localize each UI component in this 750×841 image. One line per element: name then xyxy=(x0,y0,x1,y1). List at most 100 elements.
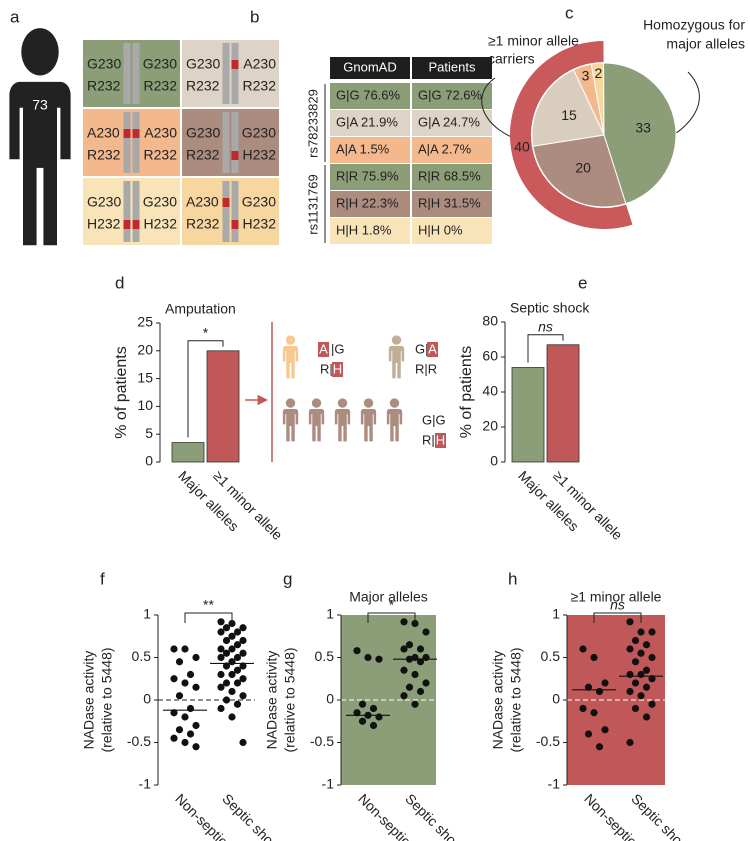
data-point xyxy=(217,704,225,713)
table-cell xyxy=(412,164,492,190)
data-point xyxy=(579,704,587,713)
data-point xyxy=(239,738,247,747)
data-point xyxy=(222,696,231,704)
data-point xyxy=(595,743,604,751)
annotation: major alleles xyxy=(666,36,745,52)
y-axis-label: (relative to 5448) xyxy=(508,647,524,752)
y-tick-label: 1 xyxy=(326,606,334,622)
table-cell xyxy=(412,137,492,163)
table-text: A|A 1.5% xyxy=(336,141,390,156)
panel-label: a xyxy=(10,7,20,26)
y-axis-label: NADase activity xyxy=(264,651,280,750)
pie-slice xyxy=(531,69,605,147)
data-point xyxy=(353,709,361,717)
bar xyxy=(206,350,240,463)
data-point xyxy=(239,692,247,700)
data-point xyxy=(590,709,598,717)
table-cell xyxy=(330,191,410,217)
ring-label: 40 xyxy=(514,139,530,155)
body-silhouette xyxy=(9,28,71,246)
allele-mark xyxy=(123,220,131,229)
data-point xyxy=(400,645,408,653)
header-cell xyxy=(330,57,410,79)
y-tick-label: 5 xyxy=(145,425,153,441)
table-text: G|A 24.7% xyxy=(418,114,480,129)
allele: A xyxy=(319,341,328,356)
chromosome xyxy=(132,181,140,242)
y-axis-label: NADase activity xyxy=(490,651,506,750)
y-axis-label: NADase activity xyxy=(81,651,97,750)
data-point xyxy=(222,662,231,670)
allele-label: A230 xyxy=(87,125,120,141)
data-point xyxy=(422,679,430,687)
table-cell xyxy=(412,218,492,244)
allele-label: R232 xyxy=(186,78,220,94)
data-point xyxy=(175,692,184,700)
data-point xyxy=(170,709,178,717)
allele-label: G230 xyxy=(242,194,276,210)
data-point xyxy=(626,670,634,679)
data-point xyxy=(170,734,178,742)
panel-label: e xyxy=(578,273,587,292)
table-text: G|A 21.9% xyxy=(336,114,398,129)
data-point xyxy=(369,721,378,730)
data-point xyxy=(642,641,651,649)
y-tick-label: 15 xyxy=(137,369,153,385)
data-point xyxy=(375,655,383,663)
data-point xyxy=(637,628,645,636)
y-tick-label: 40 xyxy=(482,383,498,399)
table-cell xyxy=(330,110,410,136)
significance-bracket xyxy=(593,612,642,623)
genotype-grid: G230 G230 R232 R232 G230 A230 R232 R232 A230 A230… xyxy=(83,40,279,245)
table-text: H|H 1.8% xyxy=(336,222,392,237)
data-point xyxy=(186,704,195,713)
slice-label: 15 xyxy=(561,107,577,123)
data-point xyxy=(416,658,425,666)
table-cell xyxy=(330,218,410,244)
x-tick-label: Septic shock xyxy=(402,790,470,841)
bar xyxy=(511,367,545,463)
panel-label: f xyxy=(100,569,105,588)
genotype-table: GnomAD Patients rs78233829 G|G 76.6% G|G 72.… xyxy=(305,57,492,244)
table-text: H|H 0% xyxy=(418,222,463,237)
data-point xyxy=(181,738,189,747)
data-point xyxy=(601,726,609,734)
significance: ns xyxy=(538,318,553,334)
genotype-cell xyxy=(182,178,279,245)
data-point xyxy=(239,636,247,645)
allele: H xyxy=(436,432,445,447)
data-point xyxy=(228,619,236,628)
patient-count: 73 xyxy=(32,97,48,113)
data-point xyxy=(222,649,231,657)
allele-label: G230 xyxy=(143,56,177,72)
slice-label: 33 xyxy=(635,120,651,136)
chart-title: Amputation xyxy=(165,301,236,317)
y-tick-label: 10 xyxy=(137,397,153,413)
allele-mark xyxy=(132,220,140,229)
x-tick-label: Septic shock xyxy=(628,790,696,841)
chromosome xyxy=(222,112,230,173)
data-point xyxy=(181,645,189,653)
data-point xyxy=(631,658,640,666)
data-point xyxy=(233,641,242,649)
data-point xyxy=(637,692,645,700)
highlight xyxy=(435,433,446,448)
data-point xyxy=(181,679,189,687)
table-cell xyxy=(412,191,492,217)
allele: H xyxy=(333,361,342,376)
data-point xyxy=(648,628,656,636)
table-cell xyxy=(330,83,410,109)
panel-label: c xyxy=(565,3,574,22)
data-point xyxy=(217,683,225,691)
y-tick-label: -1 xyxy=(322,776,335,792)
chromosome xyxy=(132,112,140,173)
data-point xyxy=(375,713,383,721)
data-point xyxy=(181,713,189,721)
slice-label: 3 xyxy=(582,67,590,83)
y-axis-label: % of patients xyxy=(113,346,130,439)
annotation: Homozygous for xyxy=(643,17,745,33)
data-point xyxy=(217,653,225,662)
data-point xyxy=(217,618,225,626)
genotype-cell xyxy=(182,40,279,107)
